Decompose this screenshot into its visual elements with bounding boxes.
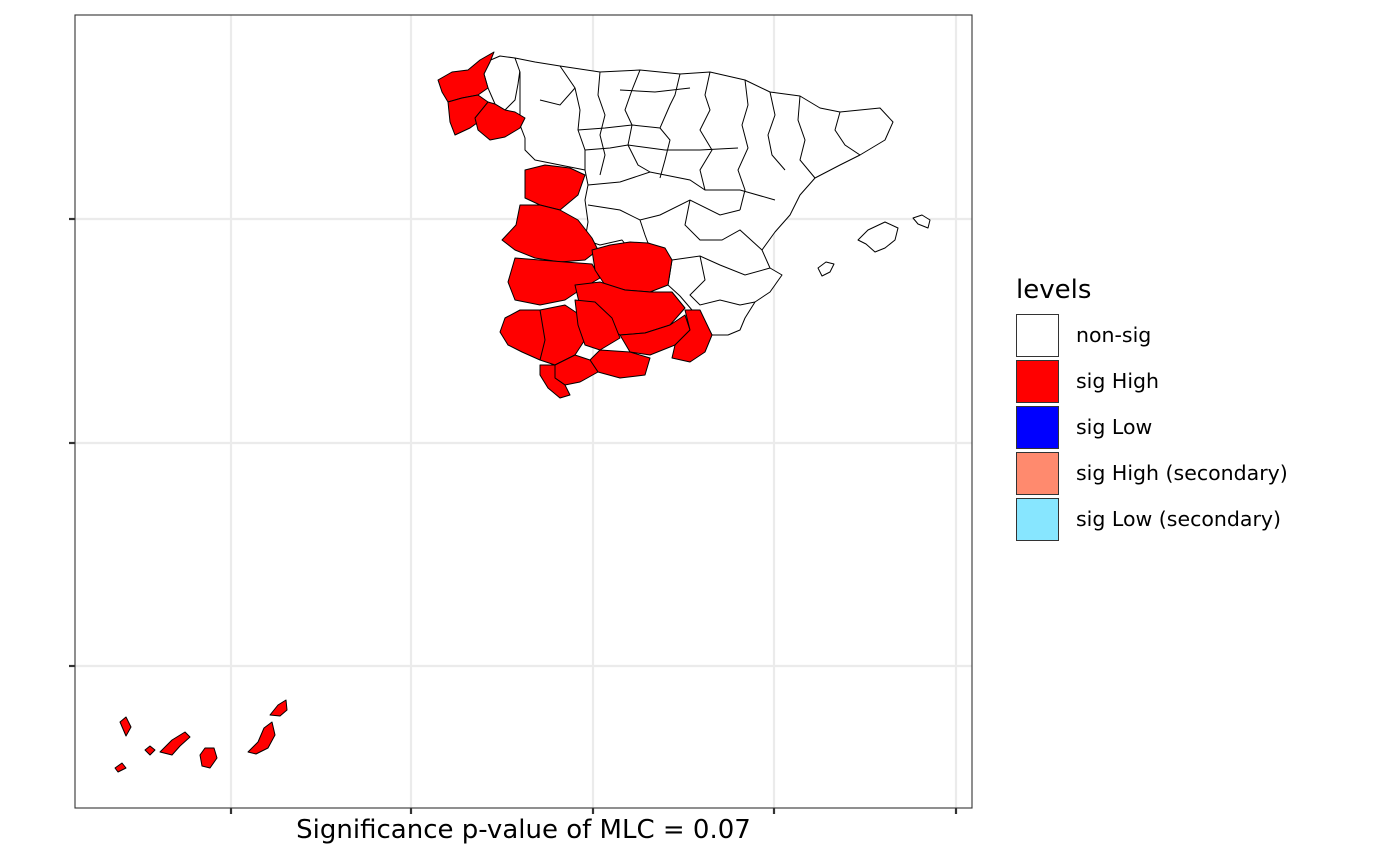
region-ibiza: [817, 261, 835, 277]
canary-islands: [114, 699, 288, 773]
legend-item-non-sig: non-sig: [1016, 312, 1288, 358]
legend-item-sig-high-secondary: sig High (secondary): [1016, 450, 1288, 496]
legend-label: non-sig: [1076, 323, 1152, 347]
region-el-hierro: [114, 762, 127, 773]
legend-label: sig Low (secondary): [1076, 507, 1282, 531]
region-toledo: [591, 241, 673, 293]
region-cordoba: [574, 299, 621, 351]
legend: levels non-sig sig High sig Low sig High…: [1016, 272, 1288, 542]
legend-swatch: [1016, 313, 1059, 357]
legend-swatch: [1016, 451, 1059, 495]
legend-swatch: [1016, 497, 1059, 541]
legend-item-sig-low: sig Low: [1016, 404, 1288, 450]
province-borders: [539, 65, 861, 306]
region-tenerife: [159, 731, 191, 756]
legend-label: sig High (secondary): [1076, 461, 1288, 485]
region-lanzarote: [269, 699, 288, 717]
region-caceres: [501, 204, 599, 263]
region-murcia: [671, 309, 713, 363]
region-mallorca: [857, 221, 899, 253]
legend-item-sig-low-secondary: sig Low (secondary): [1016, 496, 1288, 542]
mainland-sig-high: [437, 51, 713, 399]
legend-item-sig-high: sig High: [1016, 358, 1288, 404]
region-ourense: [474, 101, 526, 141]
map-caption: Significance p-value of MLC = 0.07: [296, 815, 751, 845]
region-gran-canaria: [199, 747, 218, 769]
region-la-palma: [119, 716, 132, 737]
region-fuerteventura: [247, 721, 276, 755]
legend-swatch: [1016, 405, 1059, 449]
balearic-islands: [817, 214, 931, 277]
region-menorca: [912, 214, 931, 229]
region-salamanca: [524, 164, 586, 211]
legend-title: levels: [1016, 275, 1092, 305]
legend-label: sig High: [1076, 369, 1160, 393]
region-cadiz: [539, 364, 571, 399]
region-la-gomera: [144, 745, 156, 756]
legend-swatch: [1016, 359, 1059, 403]
axis-ticks: [69, 217, 958, 814]
panel-border: [74, 14, 973, 809]
legend-label: sig Low: [1076, 415, 1153, 439]
